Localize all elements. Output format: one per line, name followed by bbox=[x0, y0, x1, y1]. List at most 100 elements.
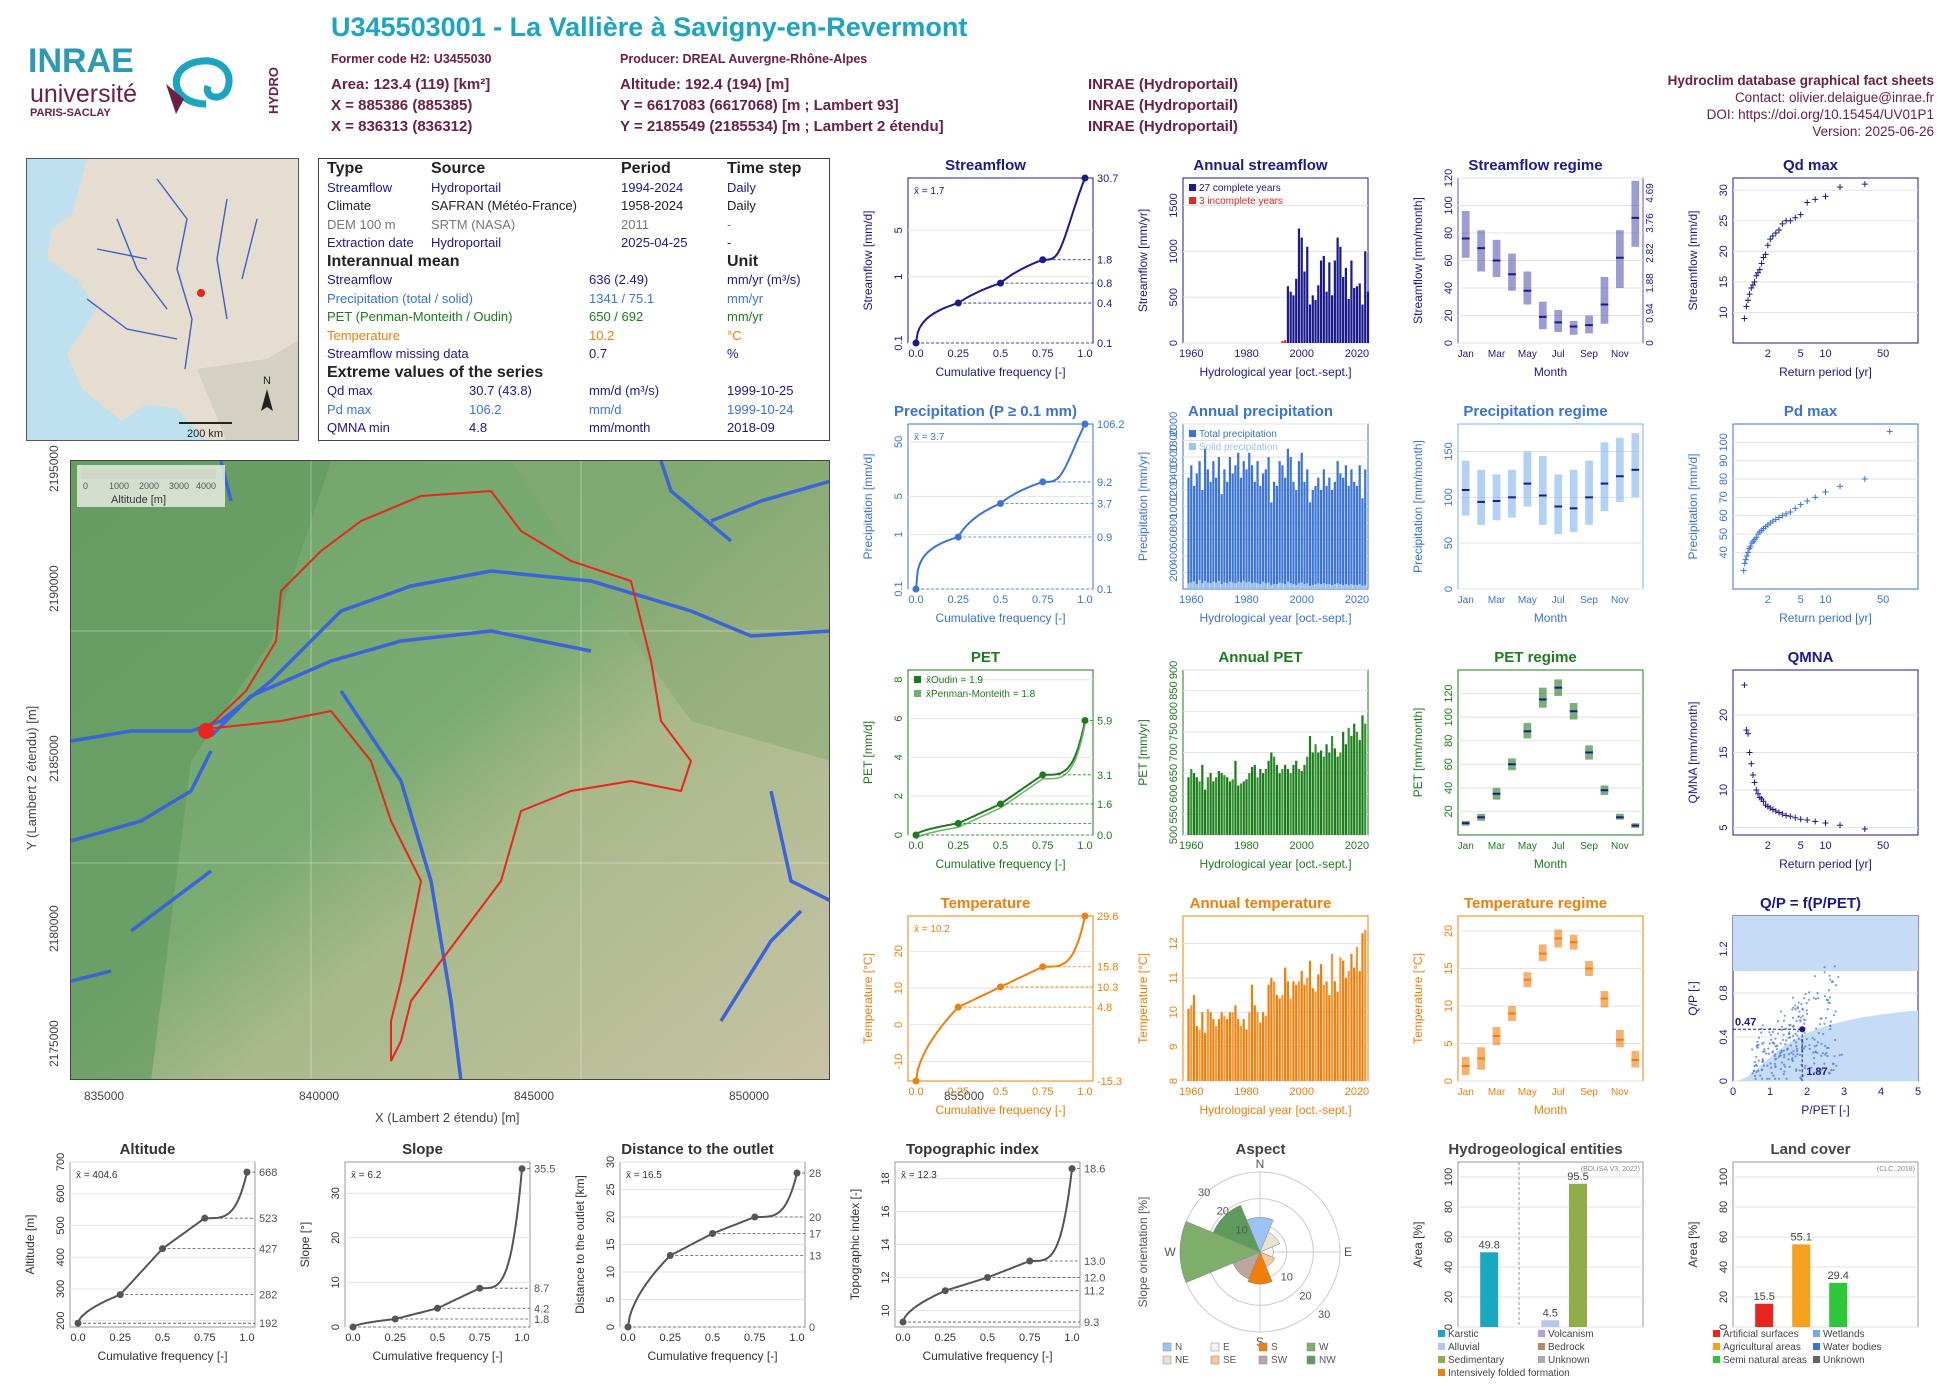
x-tick-label: 0 bbox=[1730, 1086, 1736, 1098]
scatter-point bbox=[1834, 1010, 1837, 1013]
bar bbox=[1361, 304, 1364, 343]
cell: Climate bbox=[327, 198, 372, 213]
scatter-point bbox=[1804, 1019, 1807, 1022]
chart-panel: Precipitation (P ≥ 0.1 mm) Precipitation … bbox=[858, 403, 1125, 644]
scatter-point bbox=[1796, 1034, 1799, 1037]
solid-bar bbox=[1206, 582, 1209, 589]
bar bbox=[1344, 977, 1348, 1081]
bar bbox=[1203, 1032, 1207, 1081]
bar bbox=[1267, 457, 1270, 589]
x-tick-label: 3 bbox=[1841, 1086, 1847, 1098]
x-tick-label: 1 bbox=[1767, 1086, 1773, 1098]
bar bbox=[1311, 490, 1314, 589]
legend-swatch bbox=[1189, 197, 1196, 204]
chart-svg: Pd max Precipitation [mm/d] Return period … bbox=[1686, 403, 1919, 625]
bar bbox=[1306, 246, 1309, 343]
contact[interactable]: Contact: olivier.delaigue@inrae.fr bbox=[1734, 90, 1934, 105]
scatter-point bbox=[1778, 1052, 1782, 1055]
scatter-point bbox=[1825, 1046, 1829, 1050]
point bbox=[1775, 226, 1782, 233]
bar bbox=[1195, 1026, 1198, 1081]
right-tick-label: 2.82 bbox=[1645, 243, 1656, 263]
solid-bar bbox=[1187, 583, 1190, 589]
legend-swatch bbox=[1813, 1330, 1820, 1337]
scatter-point bbox=[1819, 1017, 1822, 1020]
chart-title: Temperature regime bbox=[1464, 895, 1607, 912]
scatter-point bbox=[1774, 1037, 1777, 1040]
scatter-point bbox=[1833, 965, 1836, 968]
scatter-point bbox=[1794, 1008, 1797, 1011]
y-tick-label: 0.1 bbox=[893, 335, 905, 350]
box bbox=[1477, 230, 1485, 272]
producer: Producer: DREAL Auvergne-Rhône-Alpes bbox=[620, 52, 868, 66]
x-tick-label: 1.0 bbox=[239, 1332, 254, 1344]
y-tick-label: 20 bbox=[1443, 309, 1455, 321]
chart-svg: PET PET [mm/d] Cumulative frequency [-] 0 2 4… bbox=[861, 649, 1112, 871]
scatter-point bbox=[1803, 1067, 1806, 1070]
cell: - bbox=[727, 235, 732, 250]
cell: Precipitation (total / solid) bbox=[327, 290, 473, 306]
scatter-point bbox=[1757, 1043, 1760, 1046]
scatter-point bbox=[1780, 1010, 1783, 1013]
extreme-title: Extreme values of the series bbox=[327, 363, 544, 381]
scatter-point bbox=[1814, 1027, 1818, 1030]
y-tick-label: 30 bbox=[1718, 184, 1730, 196]
scatter-point bbox=[1807, 998, 1810, 1001]
y-tick-label: 60 bbox=[1718, 1231, 1730, 1243]
legend-swatch bbox=[1438, 1356, 1445, 1363]
catchment-map: 0 1000 2000 3000 4000 Altitude [m] bbox=[70, 460, 830, 1080]
bar bbox=[1347, 971, 1350, 1081]
point bbox=[1764, 242, 1771, 249]
scatter-point bbox=[1752, 1069, 1755, 1072]
cell: Qd max bbox=[327, 383, 373, 398]
bar bbox=[1289, 457, 1292, 589]
chart-title: Distance to the outlet bbox=[621, 1141, 774, 1158]
france-minimap: 200 km N bbox=[26, 158, 299, 441]
scatter-point bbox=[1755, 1055, 1758, 1059]
doi[interactable]: DOI: https://doi.org/10.15454/UV01P1 bbox=[1706, 107, 1934, 122]
y-tick-label: 30 bbox=[330, 1187, 342, 1199]
scatter-point bbox=[1801, 1047, 1804, 1050]
legend-swatch bbox=[1713, 1330, 1720, 1337]
y-axis-label: Slope [°] bbox=[298, 1222, 312, 1268]
x-tick-label: Jan bbox=[1458, 1087, 1474, 1098]
scatter-point bbox=[1785, 1077, 1788, 1080]
scatter-point bbox=[1794, 1041, 1798, 1044]
scatter-point bbox=[1824, 1053, 1827, 1056]
x-tick-label: 2020 bbox=[1345, 348, 1369, 360]
x-tick-label: 1980 bbox=[1234, 840, 1258, 852]
bar bbox=[1342, 277, 1345, 343]
cell: 1994-2024 bbox=[621, 179, 684, 195]
scatter-point bbox=[1796, 1049, 1799, 1052]
quantile-label: 5.9 bbox=[1097, 715, 1112, 727]
solid-bar bbox=[1234, 583, 1237, 589]
scatter-point bbox=[1820, 1068, 1823, 1071]
x-tick-label: Nov bbox=[1611, 595, 1629, 606]
point bbox=[1812, 494, 1819, 501]
legend-swatch bbox=[1189, 443, 1196, 450]
y-tick-label: 60 bbox=[1718, 510, 1730, 522]
plot-frame bbox=[1457, 423, 1644, 590]
scatter-point bbox=[1794, 1032, 1797, 1035]
quantile-label: 13 bbox=[809, 1251, 821, 1263]
bar bbox=[1237, 1019, 1240, 1081]
station-marker-icon bbox=[197, 289, 205, 297]
point bbox=[1742, 556, 1749, 563]
x-tick-label: Sep bbox=[1580, 1087, 1598, 1098]
solid-bar bbox=[1289, 583, 1292, 589]
solid-bar bbox=[1264, 583, 1267, 589]
solid-bar bbox=[1198, 579, 1201, 589]
quantile-label: 9.2 bbox=[1097, 477, 1112, 489]
plot-frame bbox=[344, 1161, 531, 1328]
bar-value-label: 4.5 bbox=[1543, 1307, 1558, 1319]
solid-bar bbox=[1281, 583, 1284, 589]
quantile-label: 10.3 bbox=[1097, 982, 1118, 994]
x-tick-label: 2020 bbox=[1345, 840, 1369, 852]
y-axis-label: Streamflow [mm/yr] bbox=[1136, 209, 1150, 312]
y-tick-label: 150 bbox=[1443, 442, 1455, 460]
cell: Extraction date bbox=[327, 235, 414, 250]
map-x-tick: 835000 bbox=[84, 1089, 124, 1103]
quantile-label: 0 bbox=[809, 1322, 815, 1334]
quantile-label: 523 bbox=[259, 1213, 277, 1225]
x-tick-label: Mar bbox=[1488, 1087, 1506, 1098]
